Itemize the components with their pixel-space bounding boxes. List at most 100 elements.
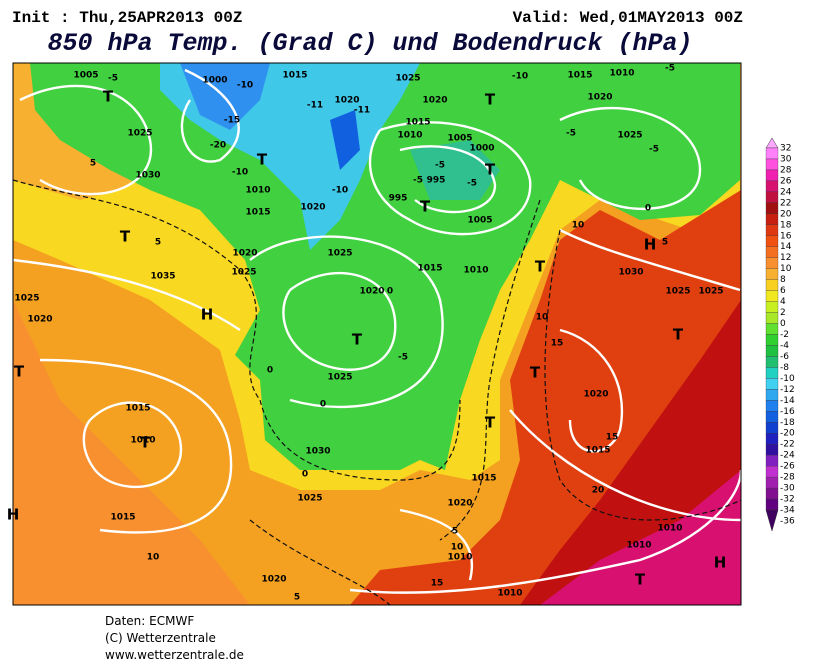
color-bar-segment (765, 400, 779, 412)
contour-label: 1025 (127, 129, 152, 139)
contour-label: 5 (90, 159, 96, 169)
color-bar-label: 8 (780, 275, 786, 285)
contour-label: 5 (662, 238, 668, 248)
color-bar-segment (765, 279, 779, 291)
contour-label: -20 (210, 141, 226, 151)
contour-label: 1020 (261, 575, 286, 585)
map-area (13, 63, 741, 605)
contour-label: 1010 (626, 541, 651, 551)
contour-label: 1010 (609, 69, 634, 79)
pressure-center: T (530, 364, 541, 382)
color-bar-segment (765, 169, 779, 182)
contour-label: 5 (452, 527, 458, 537)
color-bar-segment (765, 246, 779, 258)
color-bar-segment (765, 202, 779, 214)
color-bar-segment (765, 158, 779, 171)
contour-label: 1025 (231, 268, 256, 278)
contour-label: 1035 (150, 272, 175, 282)
contour-label: 1025 (327, 249, 352, 259)
color-bar-label: -30 (780, 484, 795, 494)
contour-label: 1025 (665, 287, 690, 297)
color-bar-segment (765, 213, 779, 225)
pressure-center: T (120, 228, 131, 246)
contour-label: 1025 (327, 373, 352, 383)
color-bar-label: 20 (780, 209, 792, 219)
contour-label: -10 (237, 81, 253, 91)
contour-label: -5 (108, 74, 118, 84)
color-bar-label: 10 (780, 264, 792, 274)
color-bar-label: 4 (780, 297, 786, 307)
contour-label: 1015 (110, 513, 135, 523)
contour-label: 1020 (587, 93, 612, 103)
color-bar-label: -16 (780, 407, 795, 417)
pressure-center: T (673, 326, 684, 344)
contour-label: 1025 (698, 287, 723, 297)
color-bar-label: 0 (780, 319, 786, 329)
color-bar-segment (765, 433, 779, 445)
contour-label: 10 (451, 543, 464, 553)
contour-label: 0 (645, 204, 651, 214)
color-bar-segment (765, 191, 779, 204)
map-frame (12, 62, 742, 606)
color-bar-label: -36 (780, 517, 795, 527)
contour-label: -15 (224, 116, 240, 126)
contour-label: -5 (398, 353, 408, 363)
contour-label: 1015 (405, 118, 430, 128)
contour-label: -11 (354, 106, 370, 116)
color-bar-label: -4 (780, 341, 789, 351)
contour-label: 1015 (417, 264, 442, 274)
color-bar-label: 28 (780, 165, 792, 175)
pressure-center: H (714, 554, 727, 572)
contour-label: 1020 (27, 315, 52, 325)
footer-line: www.wetterzentrale.de (105, 648, 244, 662)
contour-label: 1010 (447, 553, 472, 563)
color-bar: 32302826242220181614121086420-2-4-6-8-10… (765, 137, 795, 532)
pressure-center: T (635, 571, 646, 589)
contour-label: 1010 (397, 131, 422, 141)
color-bar-segment (765, 411, 779, 423)
color-bar-segment (765, 465, 779, 478)
contour-label: 1020 (583, 390, 608, 400)
color-bar-segment (765, 367, 779, 379)
contour-label: 10 (572, 221, 585, 231)
contour-label: -10 (512, 72, 528, 82)
color-bar-label: 24 (780, 187, 792, 197)
contour-label: 0 (302, 470, 308, 480)
contour-label: 1020 (232, 249, 257, 259)
pressure-center: T (14, 363, 25, 381)
color-bar-segment (765, 257, 779, 269)
contour-label: 1015 (245, 208, 270, 218)
color-bar-segment (765, 268, 779, 280)
contour-label: -5 (649, 145, 659, 155)
color-bar-label: 2 (780, 308, 786, 318)
color-bar-label: -24 (780, 451, 795, 461)
color-bar-segment (765, 356, 779, 368)
contour-label: 10 (536, 313, 549, 323)
color-bar-cap (765, 509, 779, 532)
color-bar-label: -2 (780, 330, 789, 340)
contour-label: 1010 (463, 266, 488, 276)
contour-label: -5 (435, 161, 445, 171)
color-bar-segment (765, 301, 779, 313)
contour-label: 1015 (585, 446, 610, 456)
color-bar-segment (765, 312, 779, 324)
contour-label: 1000 (202, 76, 227, 86)
contour-label: 1020 (359, 287, 384, 297)
contour-label: 15 (551, 339, 564, 349)
color-bar-label: -34 (780, 506, 795, 516)
contour-label: 1010 (497, 589, 522, 599)
pressure-center: T (352, 331, 363, 349)
color-bar-label: 18 (780, 220, 792, 230)
contour-label: 20 (592, 486, 605, 496)
contour-label: -5 (566, 129, 576, 139)
contour-label: 1020 (422, 96, 447, 106)
color-bar-label: 14 (780, 242, 792, 252)
contour-label: 1015 (125, 404, 150, 414)
contour-label: 1000 (469, 144, 494, 154)
contour-label: 15 (606, 433, 619, 443)
contour-label: 0 (267, 366, 273, 376)
pressure-center: T (485, 161, 496, 179)
color-bar-segment (765, 378, 779, 390)
